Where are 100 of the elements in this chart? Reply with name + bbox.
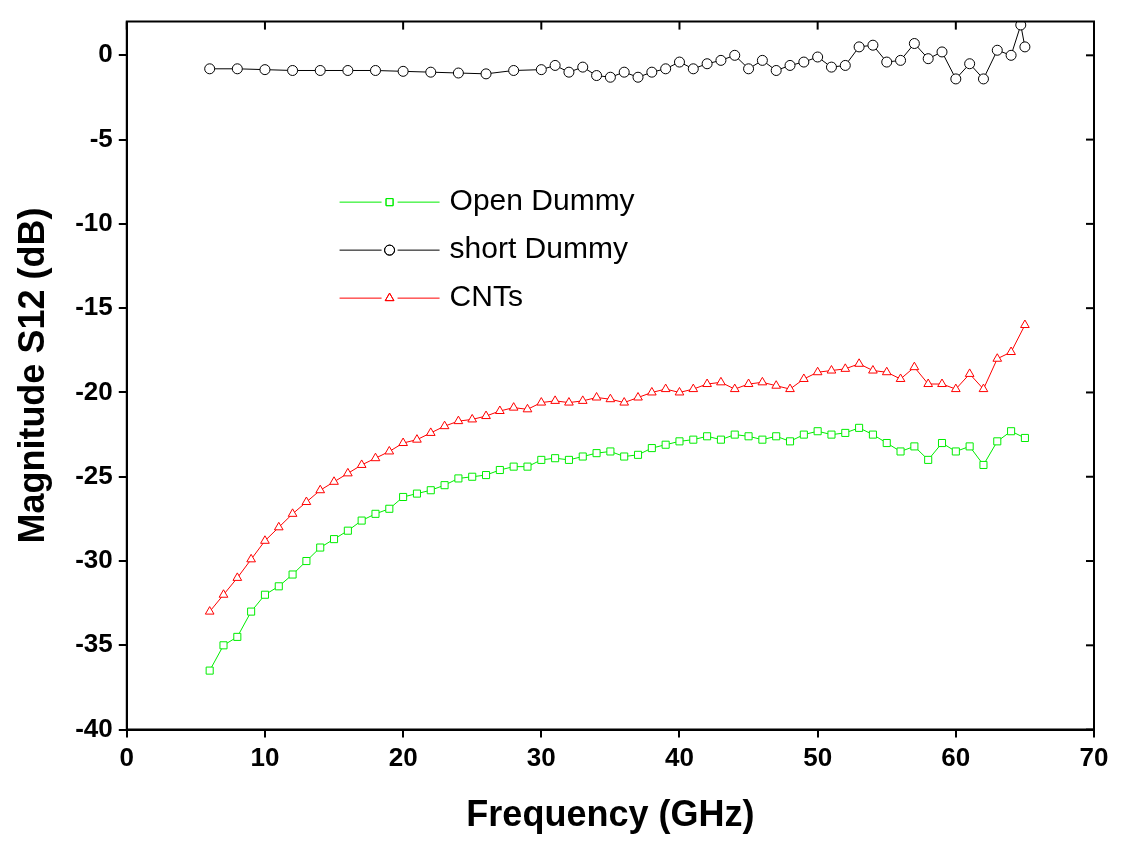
point — [425, 427, 436, 436]
point — [674, 386, 685, 396]
point — [661, 440, 670, 449]
y-tick-label: -30 — [75, 544, 113, 575]
point — [839, 59, 851, 71]
legend-label: short Dummy — [449, 231, 628, 265]
point — [1019, 41, 1031, 53]
point — [564, 455, 573, 464]
point — [1007, 427, 1016, 436]
point — [342, 64, 354, 76]
point — [1006, 346, 1016, 355]
point — [606, 447, 615, 456]
point — [232, 572, 243, 581]
point — [729, 49, 741, 61]
y-tick-label: -15 — [75, 291, 113, 322]
point — [219, 641, 228, 650]
point — [454, 474, 463, 483]
point — [204, 606, 215, 615]
point — [315, 484, 326, 494]
point — [467, 413, 478, 423]
point — [910, 442, 919, 451]
point — [495, 405, 505, 414]
y-tick-label: -5 — [89, 122, 113, 153]
point — [909, 361, 920, 371]
point — [301, 496, 312, 506]
point — [673, 56, 685, 68]
point — [978, 383, 989, 393]
point — [979, 460, 988, 469]
point — [827, 430, 836, 439]
point — [633, 392, 643, 401]
point — [287, 508, 298, 517]
point — [716, 376, 726, 386]
point — [798, 56, 810, 68]
point — [743, 378, 754, 388]
point — [646, 66, 658, 78]
point — [356, 459, 367, 468]
point — [549, 59, 561, 71]
point — [868, 365, 878, 374]
point — [758, 435, 767, 444]
point — [218, 589, 229, 598]
point — [799, 373, 809, 382]
point — [371, 509, 380, 518]
point — [204, 63, 216, 75]
point — [840, 363, 851, 372]
point — [633, 450, 643, 459]
point — [482, 471, 491, 480]
point — [343, 467, 353, 477]
point — [1015, 21, 1027, 31]
point — [618, 66, 630, 78]
point — [924, 455, 933, 464]
point — [577, 61, 589, 73]
point — [936, 46, 948, 58]
point — [632, 71, 644, 83]
point — [551, 454, 560, 463]
point — [701, 58, 713, 70]
point — [314, 64, 326, 76]
point — [329, 476, 339, 485]
point — [854, 358, 864, 367]
point — [799, 430, 808, 439]
point — [260, 535, 270, 544]
point — [357, 516, 366, 525]
point — [950, 73, 962, 85]
point — [922, 53, 934, 65]
point — [287, 64, 299, 76]
point — [522, 403, 533, 413]
point — [965, 442, 974, 451]
x-tick-label: 50 — [803, 742, 833, 773]
point — [288, 570, 297, 579]
point — [908, 38, 920, 50]
point — [729, 383, 740, 393]
point — [688, 383, 699, 393]
x-tick-label: 70 — [1079, 742, 1109, 773]
point — [619, 397, 630, 406]
point — [772, 432, 781, 441]
point — [992, 353, 1003, 362]
point — [825, 61, 837, 73]
point — [398, 437, 408, 447]
point — [620, 452, 629, 461]
point — [881, 56, 893, 68]
point — [757, 376, 768, 386]
x-tick-label: 20 — [388, 742, 418, 773]
point — [770, 64, 782, 76]
point — [426, 486, 435, 495]
point — [937, 378, 947, 388]
point — [591, 392, 602, 401]
point — [785, 383, 795, 393]
point — [523, 462, 532, 471]
point — [951, 447, 960, 456]
point — [564, 397, 574, 406]
point — [964, 58, 976, 70]
point — [550, 395, 560, 404]
point — [993, 437, 1002, 446]
point — [233, 632, 242, 641]
point — [716, 435, 725, 444]
point — [397, 65, 409, 77]
y-tick-label: -10 — [75, 207, 113, 238]
point — [756, 54, 768, 66]
point — [468, 472, 477, 481]
point — [826, 365, 837, 374]
point — [923, 378, 934, 388]
